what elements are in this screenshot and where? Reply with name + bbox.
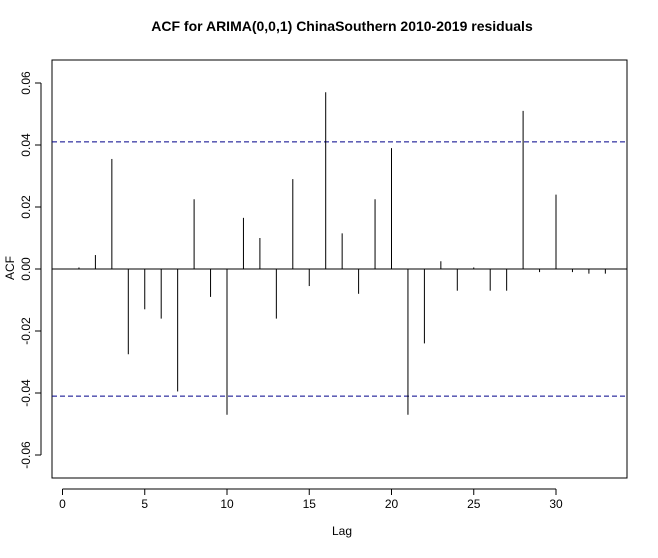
y-tick-label: -0.02	[19, 317, 33, 345]
x-tick-label: 20	[385, 497, 399, 511]
y-axis-label: ACF	[3, 256, 17, 280]
x-tick-label: 15	[303, 497, 317, 511]
x-tick-label: 30	[549, 497, 563, 511]
chart-title: ACF for ARIMA(0,0,1) ChinaSouthern 2010-…	[151, 18, 533, 34]
x-tick-label: 10	[220, 497, 234, 511]
y-tick-label: 0.02	[19, 195, 33, 219]
x-tick-label: 5	[141, 497, 148, 511]
y-tick-label: 0.00	[19, 257, 33, 281]
x-tick-label: 25	[467, 497, 481, 511]
chart-marks: 0 5 10 15 20 25 30 -0.06 -0.04 -0.02 0.00 0.02 0.04 0…	[19, 71, 627, 511]
y-tick-label: 0.04	[19, 133, 33, 157]
y-tick-label: -0.04	[19, 379, 33, 407]
y-tick-label: 0.06	[19, 71, 33, 95]
x-tick-label: 0	[59, 497, 66, 511]
y-tick-label: -0.06	[19, 441, 33, 469]
x-axis-label: Lag	[332, 524, 352, 538]
